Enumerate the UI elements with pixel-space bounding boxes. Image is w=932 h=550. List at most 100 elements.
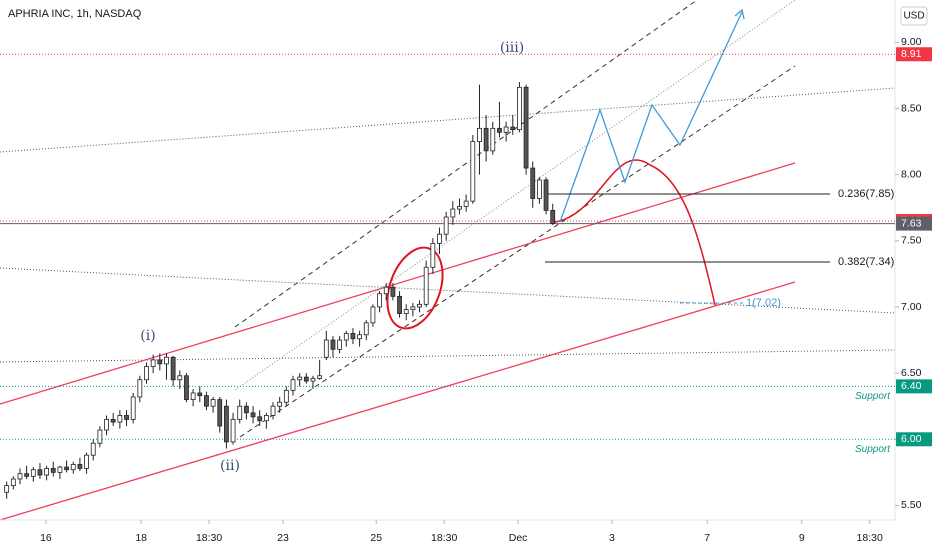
candle-body	[97, 429, 103, 444]
candle-body	[430, 243, 436, 268]
candle-body	[530, 167, 536, 199]
candle-body	[323, 339, 329, 358]
candle-body	[477, 127, 482, 142]
price-tag-label: 7.63	[901, 217, 922, 229]
currency-button[interactable]	[900, 6, 928, 26]
fib-label: 1(7.02)	[746, 297, 781, 309]
price-tag	[896, 47, 932, 62]
candle-body	[10, 478, 16, 486]
x-tick-label: Dec	[509, 532, 528, 544]
trend-line	[0, 349, 896, 363]
candle-body	[390, 286, 396, 297]
candle-body	[403, 309, 409, 314]
candle-body	[437, 233, 442, 244]
candle-body	[270, 405, 276, 416]
candle-body	[363, 322, 369, 336]
projection-path	[559, 11, 743, 223]
channel-line	[0, 162, 796, 405]
wave-label: (ii)	[220, 458, 240, 474]
candle-body	[483, 127, 489, 152]
candle-body	[297, 376, 303, 381]
candle-body	[470, 141, 476, 202]
candle-body	[164, 356, 169, 365]
candle-body	[343, 333, 349, 341]
candle-body	[490, 127, 496, 152]
candle-body	[130, 396, 136, 420]
candle-body	[137, 379, 143, 398]
candle-body	[150, 359, 156, 367]
candle-body	[170, 356, 176, 381]
x-tick-label: 16	[40, 532, 52, 544]
y-tick-label: 7.50	[901, 235, 922, 247]
price-tag	[896, 379, 932, 394]
price-tag	[896, 432, 932, 447]
price-tag-label: 6.40	[901, 380, 922, 392]
candle-body	[303, 376, 309, 382]
candle-body	[337, 339, 343, 350]
candle-body	[290, 379, 296, 391]
candle-body	[450, 208, 456, 218]
candle-body	[543, 179, 549, 211]
candle-body	[197, 392, 203, 397]
candle-body	[350, 333, 356, 340]
candle-body	[263, 415, 269, 422]
candle-body	[117, 415, 123, 423]
candle-body	[37, 469, 43, 476]
candle-body	[317, 375, 323, 379]
candle-body	[70, 464, 76, 471]
chart-title: APHRIA INC, 1h, NASDAQ	[8, 8, 142, 20]
highlight-circle	[386, 246, 444, 330]
candle-body	[457, 206, 462, 210]
candle-body	[184, 375, 189, 400]
candle-body	[44, 467, 50, 476]
candle-body	[90, 442, 96, 456]
projection-curve	[554, 159, 716, 306]
candle-body	[383, 286, 389, 295]
candle-body	[57, 466, 63, 473]
candle-body	[230, 419, 236, 443]
x-tick-label: 18:30	[431, 532, 457, 544]
y-tick-label: 8.00	[901, 168, 922, 180]
trend-line	[0, 87, 896, 153]
candle-body	[550, 209, 556, 225]
x-tick-label: 18	[135, 532, 147, 544]
candle-body	[104, 419, 109, 431]
y-tick-label: 8.50	[901, 102, 922, 114]
candle-body	[17, 473, 23, 480]
candle-body	[210, 399, 216, 407]
y-tick-label: 6.50	[901, 367, 922, 379]
price-tag-label: 6.00	[901, 433, 922, 445]
candle-body	[517, 86, 522, 131]
channel-line	[234, 0, 698, 328]
x-tick-label: 23	[277, 532, 289, 544]
candle-body	[224, 405, 229, 443]
candle-body	[24, 473, 30, 477]
drawings	[0, 0, 896, 521]
candle-body	[503, 126, 509, 133]
price-note: Support	[855, 444, 891, 455]
candle-body	[357, 334, 362, 340]
candle-body	[330, 339, 336, 350]
currency-label[interactable]: USD	[903, 11, 924, 22]
candle-body	[277, 401, 283, 407]
candle-body	[536, 179, 542, 199]
fib-label: 0.382(7.34)	[838, 256, 894, 268]
y-tick-label: 5.50	[901, 499, 922, 511]
candle-body	[4, 485, 10, 493]
fib-label: 0.236(7.85)	[838, 188, 894, 200]
x-tick-label: 18:30	[857, 532, 883, 544]
candle-body	[64, 466, 69, 471]
price-tag-label: 8.91	[901, 48, 922, 60]
price-tag	[896, 216, 932, 231]
x-tick-label: 3	[609, 532, 615, 544]
candle-body	[423, 266, 429, 305]
candle-body	[243, 405, 249, 414]
arrow-head	[734, 8, 745, 20]
x-tick-label: 7	[704, 532, 710, 544]
candle-body	[377, 293, 382, 308]
candle-body	[497, 127, 502, 133]
x-tick-label: 25	[370, 532, 382, 544]
candle-body	[310, 378, 316, 382]
